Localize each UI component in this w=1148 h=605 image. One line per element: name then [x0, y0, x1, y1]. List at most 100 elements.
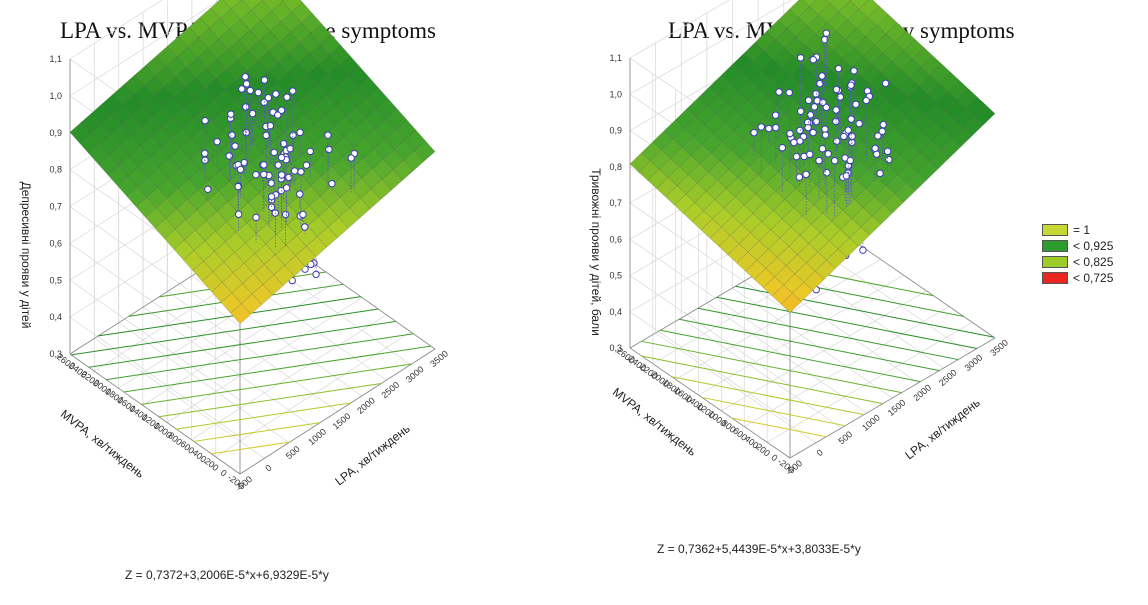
scatter-point: [260, 76, 269, 84]
floor-gridline: [766, 321, 973, 443]
scatter-point: [819, 98, 827, 106]
scatter-point: [846, 156, 854, 165]
scatter-point: [804, 96, 813, 105]
surface-cell: [825, 0, 834, 4]
contour-line: [193, 422, 321, 442]
z-tick-label: 0,4: [49, 312, 62, 322]
legend-label: < 0,725: [1073, 271, 1114, 285]
contour-line: [141, 363, 412, 405]
y-tick-label: 0: [219, 468, 229, 479]
x-tick-label: 0: [263, 463, 273, 474]
scatter-point: [775, 88, 783, 96]
floor-gridline: [215, 331, 411, 458]
scatter-point: [772, 123, 780, 132]
scatter-point: [290, 167, 299, 175]
scatter-point: [246, 86, 254, 95]
scatter-point: [270, 148, 278, 157]
scatter-point: [242, 80, 251, 88]
scatter-point: [786, 129, 794, 138]
scatter-point: [832, 85, 841, 94]
scatter-point: [809, 128, 817, 137]
scatter-point: [231, 142, 239, 150]
contour-line: [660, 329, 921, 383]
contour-line: [731, 417, 827, 438]
floor-gridline: [167, 291, 338, 412]
legend-swatch: [1042, 256, 1068, 268]
z-tick-label: 0,7: [609, 198, 622, 208]
scatter-point: [831, 157, 839, 165]
scatter-point: [227, 110, 235, 118]
scatter-point: [274, 161, 282, 169]
scatter-point: [279, 139, 288, 148]
wall-gridline: [629, 202, 791, 314]
z-tick-label: 0,5: [49, 275, 62, 285]
scatter-point: [812, 90, 820, 98]
floor-gridline: [118, 322, 289, 444]
scatter-point: [301, 223, 309, 231]
scatter-point: [842, 172, 851, 180]
scatter-point: [871, 144, 879, 153]
scatter-point: [299, 210, 307, 219]
z-tick-label: 0,9: [49, 128, 62, 138]
scatter-point: [832, 137, 841, 145]
scatter-point: [765, 124, 773, 133]
z-tick-label: 0,8: [609, 162, 622, 172]
scatter-point: [847, 81, 855, 89]
y-tick-label: 0: [769, 452, 779, 463]
scatter-point: [778, 144, 786, 152]
scatter-point: [242, 103, 250, 111]
scatter-point: [874, 132, 882, 140]
scatter-point: [254, 88, 262, 97]
legend-swatch: [1042, 240, 1068, 252]
floor-gridline: [655, 332, 816, 444]
floor-gridline: [142, 306, 314, 428]
scatter-point: [236, 165, 245, 174]
scatter-point: [241, 73, 249, 81]
scatter-point: [296, 128, 304, 137]
surface-cell: [414, 140, 436, 162]
scatter-point: [286, 145, 294, 153]
scatter-point: [757, 123, 765, 131]
legend-item: < 0,725: [1042, 270, 1113, 286]
contour-line: [98, 296, 361, 337]
scatter-point: [302, 161, 311, 169]
scatter-point: [790, 138, 798, 147]
scatter-point: [771, 111, 780, 119]
scatter-point: [785, 88, 793, 97]
contour-line: [71, 308, 379, 356]
scatter-point: [201, 149, 209, 158]
scatter-point: [806, 111, 815, 119]
wall-gridline: [69, 243, 241, 364]
scatter-point: [847, 115, 855, 123]
x-tick-label: 500: [836, 429, 854, 446]
scatter-point: [260, 161, 268, 169]
scatter-point: [264, 94, 273, 102]
legend-label: = 1: [1073, 223, 1091, 237]
floor-gridline: [166, 297, 363, 423]
contour-line: [716, 296, 978, 350]
scatter-point: [876, 169, 884, 178]
scatter-point: [282, 184, 291, 192]
contour-line: [697, 307, 959, 361]
scatter-point: [201, 116, 209, 125]
axis-edge: [834, 227, 996, 339]
z-tick-label: 0,6: [609, 234, 622, 244]
scatter-point: [834, 64, 843, 73]
contour-line: [678, 318, 940, 372]
axis-edge: [239, 348, 436, 475]
scatter-point: [296, 190, 304, 198]
scatter-point: [274, 111, 282, 119]
scatter-layer-above: [201, 73, 359, 248]
scatter-point: [277, 153, 286, 162]
scatter-point: [289, 87, 297, 95]
z-tick-label: 0,9: [609, 126, 622, 136]
wall-gridline: [69, 279, 241, 401]
wall-gridline: [629, 238, 791, 350]
scatter-point: [312, 270, 320, 279]
contour-line: [641, 355, 883, 405]
contour-line: [701, 396, 846, 427]
contour-line: [106, 333, 414, 381]
scatter-point: [347, 154, 355, 162]
surface-cell: [802, 0, 817, 7]
